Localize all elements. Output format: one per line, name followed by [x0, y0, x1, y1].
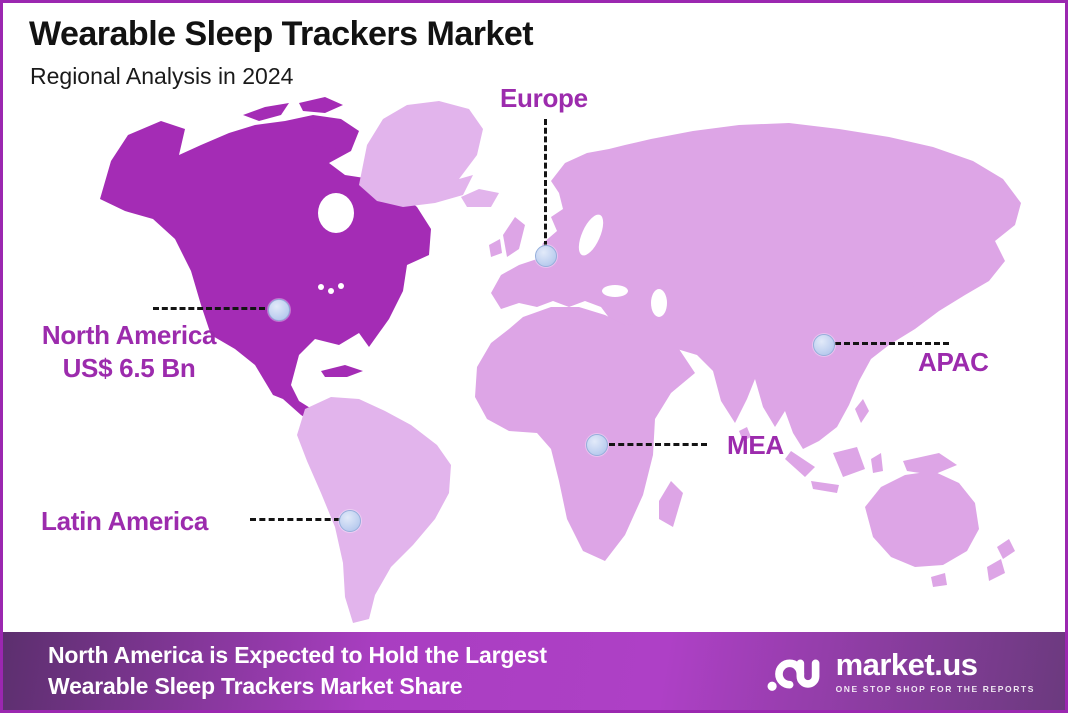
marker-mea [586, 434, 608, 456]
world-map [100, 97, 1021, 623]
region-latin-america-shape [297, 397, 451, 623]
leader-line-north-america [153, 307, 265, 310]
marker-apac [813, 334, 835, 356]
logo-tagline: ONE STOP SHOP FOR THE REPORTS [835, 683, 1035, 694]
footer-headline: North America is Expected to Hold the La… [48, 640, 547, 702]
marker-europe [535, 245, 557, 267]
leader-line-latin-america [250, 518, 340, 521]
logo-brand: market.us [835, 646, 978, 682]
footer-banner: North America is Expected to Hold the La… [3, 632, 1065, 710]
value-north-america: US$ 6.5 Bn [62, 352, 196, 383]
marker-north-america [268, 299, 290, 321]
marker-latin-america [339, 510, 361, 532]
label-mea: MEA [727, 430, 784, 460]
marketus-logo-text: market.us ONE STOP SHOP FOR THE REPORTS [836, 649, 1035, 694]
region-eurasia-shape [489, 123, 1021, 449]
leader-line-apac [835, 342, 949, 345]
marketus-logo-icon [767, 659, 819, 691]
footer-headline-line1: North America is Expected to Hold the La… [48, 641, 547, 668]
australia-shape [865, 471, 1015, 587]
region-mea-shape [475, 307, 695, 561]
greenland-shape [359, 101, 499, 207]
region-north-america-shape [100, 97, 431, 429]
page-title: Wearable Sleep Trackers Market [29, 15, 534, 53]
label-latin-america: Latin America [41, 506, 209, 536]
label-apac: APAC [918, 347, 989, 377]
page-subtitle: Regional Analysis in 2024 [30, 63, 294, 89]
footer-headline-line2: Wearable Sleep Trackers Market Share [48, 673, 463, 699]
leader-line-europe [544, 119, 547, 247]
asia-islands-shape [739, 283, 957, 493]
label-block-north-america: North America US$ 6.5 Bn [13, 319, 245, 384]
label-europe: Europe [500, 83, 588, 113]
label-north-america: North America [41, 320, 217, 350]
marketus-logo: market.us ONE STOP SHOP FOR THE REPORTS [766, 646, 1035, 696]
leader-line-mea [609, 443, 707, 446]
